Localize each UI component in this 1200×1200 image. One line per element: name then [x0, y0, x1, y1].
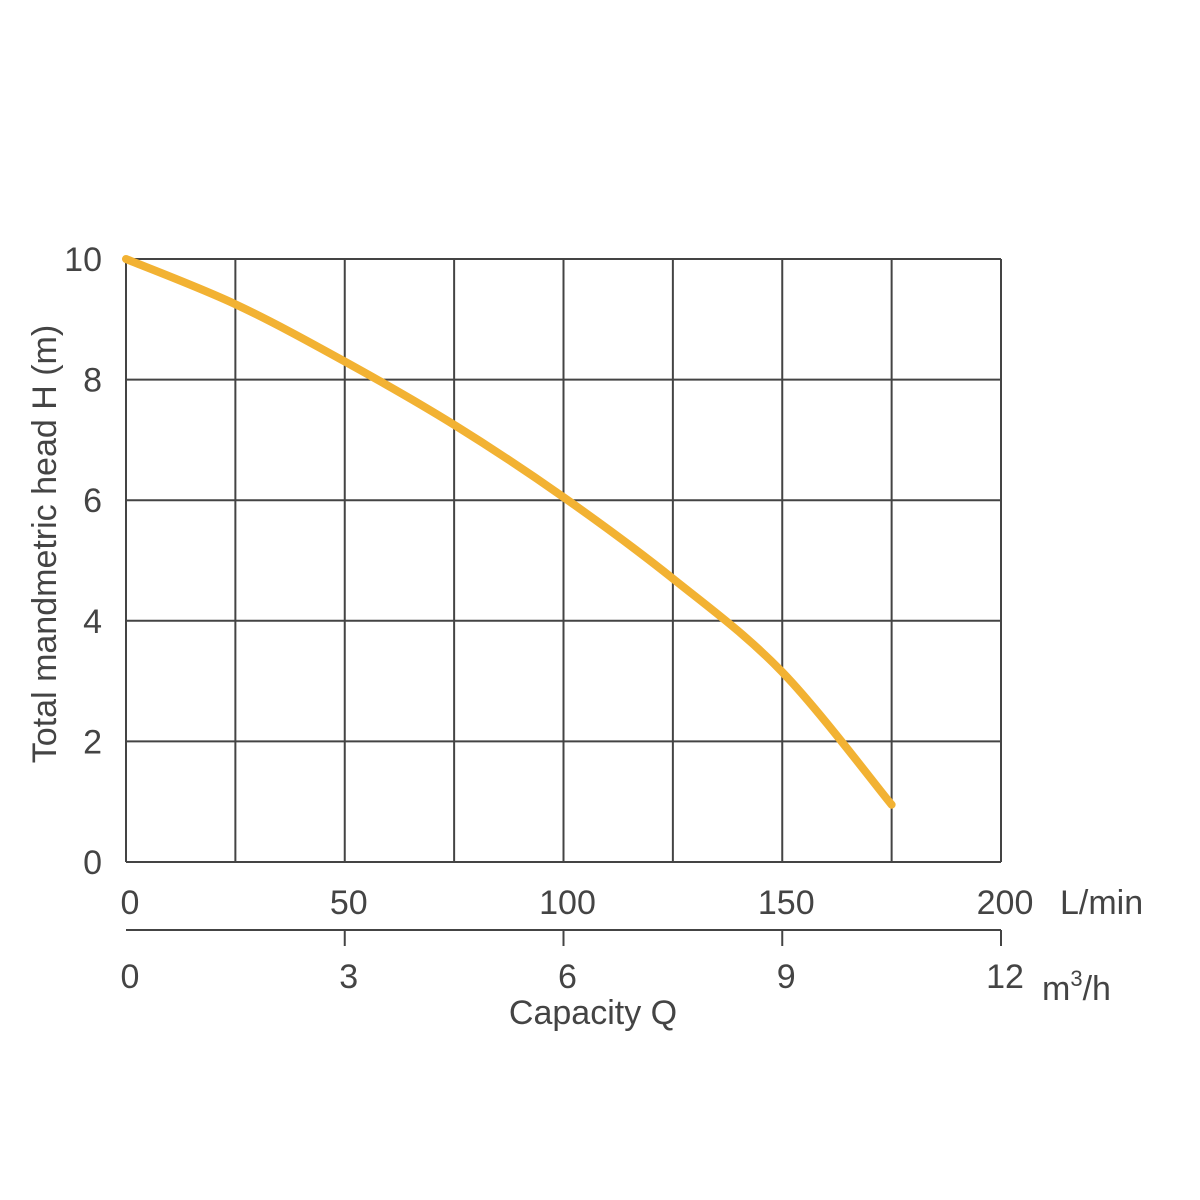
x2-tick-label: 12 — [986, 958, 1024, 996]
y-axis-title: Total mandmetric head H (m) — [26, 325, 64, 763]
x2-unit-tail: /h — [1083, 970, 1111, 1008]
x2-unit-sup: 3 — [1070, 966, 1082, 991]
x-tick-label: 50 — [330, 884, 368, 922]
y-tick-label: 6 — [83, 482, 102, 520]
y-tick-label: 10 — [64, 241, 102, 279]
x-tick-label: 0 — [121, 884, 140, 922]
y-tick-label: 2 — [83, 723, 102, 761]
y-tick-label: 0 — [83, 844, 102, 882]
grid — [125, 258, 1002, 946]
x-tick-label: 100 — [539, 884, 596, 922]
y-tick-label: 8 — [83, 362, 102, 400]
x-unit-label: L/min — [1060, 884, 1143, 922]
x2-tick-label: 0 — [121, 958, 140, 996]
y-tick-label: 4 — [83, 603, 102, 641]
x-tick-label: 150 — [758, 884, 815, 922]
x-tick-label: 200 — [977, 884, 1034, 922]
x2-unit-label: m3/h — [1042, 966, 1111, 1008]
head-capacity-curve — [122, 255, 896, 809]
x2-unit-base: m — [1042, 970, 1070, 1008]
x2-tick-label: 3 — [339, 958, 358, 996]
x2-tick-label: 9 — [777, 958, 796, 996]
series-layer — [122, 255, 896, 809]
x2-tick-label: 6 — [558, 958, 577, 996]
x-axis-title: Capacity Q — [509, 994, 677, 1032]
